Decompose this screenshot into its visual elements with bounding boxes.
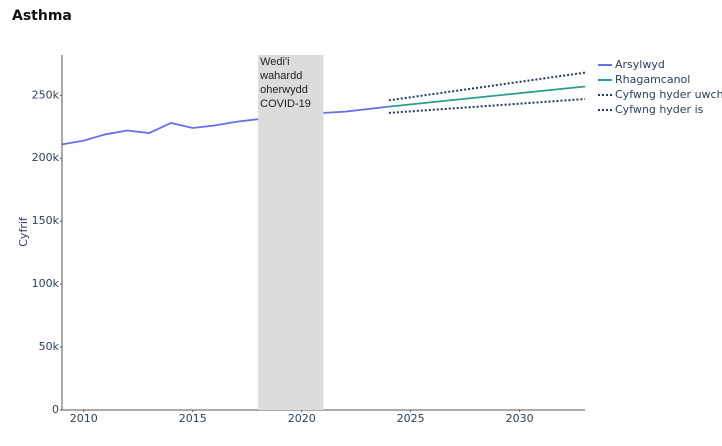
- y-tick-label: 50k: [39, 340, 60, 353]
- legend-label: Arsylwyd: [615, 58, 665, 71]
- legend-label: Cyfwng hyder uwch: [615, 88, 722, 101]
- y-tick-label: 100k: [32, 277, 60, 290]
- shaded-region-label: COVID-19: [260, 98, 311, 110]
- y-axis-label: Cyfrif: [17, 216, 30, 247]
- shaded-region: [258, 55, 324, 410]
- shaded-region-label: wahardd: [259, 70, 302, 82]
- y-tick-label: 200k: [32, 151, 60, 164]
- x-tick-label: 2010: [70, 412, 98, 425]
- y-tick-label: 150k: [32, 214, 60, 227]
- series-line: [61, 105, 389, 146]
- x-tick-label: 2015: [179, 412, 207, 425]
- shaded-region-label: oherwydd: [260, 84, 308, 96]
- x-tick-label: 2020: [288, 412, 316, 425]
- series-line: [388, 71, 586, 102]
- x-tick-label: 2025: [397, 412, 425, 425]
- shaded-region-label: Wedi'i: [260, 56, 289, 68]
- chart-title: Asthma: [12, 8, 72, 24]
- x-tick-label: 2030: [506, 412, 534, 425]
- y-tick-label: 250k: [32, 88, 60, 101]
- legend-label: Rhagamcanol: [615, 73, 690, 86]
- y-tick-label: 0: [52, 403, 59, 416]
- series-line: [388, 85, 586, 108]
- legend-label: Cyfwng hyder is: [615, 103, 704, 116]
- series-line: [388, 98, 586, 114]
